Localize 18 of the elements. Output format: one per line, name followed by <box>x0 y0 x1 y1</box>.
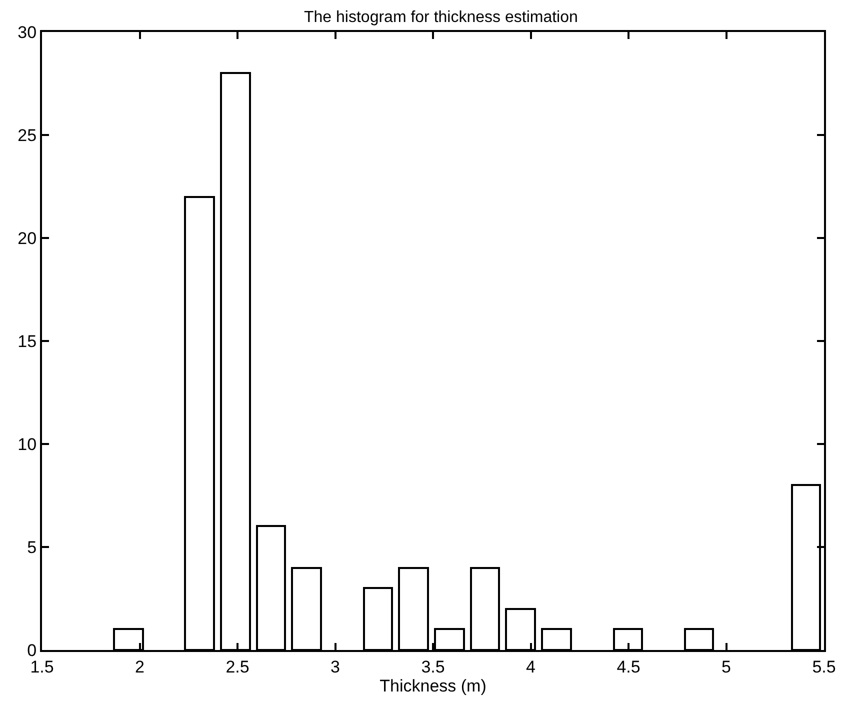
y-tick-label: 30 <box>18 22 37 42</box>
x-tick-label: 4 <box>526 657 536 676</box>
y-tick-label: 10 <box>18 434 37 454</box>
x-axis-title: Thickness (m) <box>380 676 486 696</box>
y-tick-label: 5 <box>27 538 37 557</box>
y-tick-label: 20 <box>18 228 37 248</box>
x-tick-label: 3 <box>330 657 340 676</box>
y-tick-label: 0 <box>27 640 37 660</box>
x-tick-label: 5 <box>722 657 731 676</box>
x-tick-label: 1.5 <box>30 657 54 676</box>
x-tick-label: 2.5 <box>226 657 250 676</box>
x-tick-label: 3.5 <box>421 657 445 676</box>
x-tick-label: 4.5 <box>616 657 640 676</box>
y-tick-label: 15 <box>18 332 37 351</box>
x-tick-label: 5.5 <box>812 657 836 676</box>
y-tick-label: 25 <box>18 126 37 145</box>
chart-title: The histogram for thickness estimation <box>304 8 578 26</box>
x-tick-label: 2 <box>135 657 144 676</box>
